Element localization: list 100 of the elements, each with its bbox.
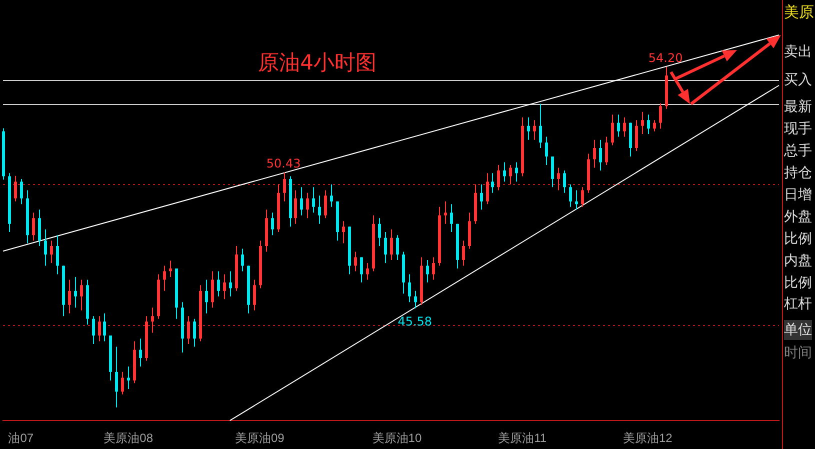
text: 杠杆 — [784, 296, 812, 312]
candlestick — [223, 274, 226, 300]
text: 买入 — [784, 72, 812, 88]
candlestick — [623, 116, 626, 138]
text: 单位 — [784, 320, 812, 340]
candlestick — [139, 338, 142, 367]
candlestick — [253, 279, 256, 311]
x-tick-label: 美原油08 — [104, 431, 154, 446]
x-tick-label: 美原油10 — [372, 431, 422, 446]
candlestick — [480, 184, 483, 210]
candlestick — [211, 270, 214, 308]
candlestick — [563, 170, 566, 194]
candlestick — [271, 212, 274, 236]
candlestick — [163, 265, 166, 292]
candlestick — [396, 234, 399, 260]
candlestick — [635, 120, 638, 152]
candlestick — [169, 260, 172, 278]
candlestick — [450, 204, 453, 233]
candlestick — [241, 248, 244, 272]
candlestick — [659, 102, 662, 130]
candlestick — [217, 270, 220, 297]
annotation: 50.43 — [266, 156, 301, 171]
candlestick — [312, 186, 315, 214]
candlestick — [503, 162, 506, 182]
candlestick — [20, 178, 23, 205]
candlestick — [121, 371, 124, 395]
candlestick — [432, 256, 435, 280]
text: 比例 — [784, 231, 812, 247]
candlestick — [318, 195, 321, 224]
candlestick — [98, 316, 101, 342]
candlestick — [342, 220, 345, 244]
candlestick — [378, 218, 381, 247]
text: 持仓 — [784, 165, 812, 181]
candlestick — [575, 190, 578, 210]
candlestick — [515, 162, 518, 182]
candlestick — [390, 228, 393, 260]
text: 现手 — [784, 121, 812, 137]
candlestick — [74, 276, 77, 308]
candlestick — [294, 190, 297, 224]
candlestick — [509, 164, 512, 185]
candlestick — [462, 240, 465, 266]
candlestick — [641, 111, 644, 135]
candlestick — [486, 172, 489, 205]
candlestick — [497, 164, 500, 191]
text: 内盘 — [784, 253, 812, 269]
text: 美原 — [784, 3, 814, 21]
text: 日增 — [784, 187, 812, 203]
candlestick — [539, 103, 542, 148]
candlestick — [605, 136, 608, 166]
candlestick — [527, 116, 530, 140]
candlestick — [414, 290, 417, 309]
candlestick — [330, 184, 333, 208]
candlestick — [38, 209, 41, 247]
candlestick — [115, 346, 118, 408]
candlestick — [14, 175, 17, 202]
candlestick — [581, 186, 584, 208]
candlestick — [187, 316, 190, 345]
candlestick — [283, 172, 286, 202]
candlestick — [599, 139, 602, 171]
candlestick — [127, 366, 130, 390]
candlestick — [593, 139, 596, 168]
candlestick — [300, 186, 303, 216]
candlestick — [444, 200, 447, 224]
candlestick — [354, 251, 357, 272]
candlestick — [56, 234, 59, 275]
annotation: 45.58 — [398, 314, 432, 328]
candlestick — [533, 120, 536, 140]
candlestick — [92, 316, 95, 345]
candlestick — [32, 212, 35, 242]
candlestick — [205, 279, 208, 314]
candlestick — [647, 114, 650, 135]
text: 总手 — [784, 143, 812, 159]
annotation: 54.20 — [648, 51, 683, 66]
x-tick-label: 美原油09 — [234, 431, 285, 446]
candlestick — [551, 156, 554, 188]
candlestick — [103, 312, 106, 342]
candlestick — [366, 262, 369, 280]
candlestick — [557, 167, 560, 191]
candlestick — [491, 172, 494, 194]
text: 最新 — [784, 99, 812, 115]
x-tick-label: 美原油11 — [498, 431, 547, 446]
candlestick — [360, 256, 363, 283]
text: 卖出 — [784, 44, 812, 60]
candlestick — [151, 307, 154, 334]
candlestick — [229, 270, 232, 297]
candlestick — [50, 240, 53, 264]
candlestick — [426, 259, 429, 283]
candlestick — [80, 279, 83, 311]
x-tick-label: 油07 — [8, 431, 34, 446]
candlestick — [617, 114, 620, 138]
text: 外盘 — [784, 209, 812, 225]
candlestick — [193, 318, 196, 348]
candlestick — [324, 190, 327, 219]
x-tick-label: 美原油12 — [622, 431, 673, 446]
chart-title: 原油4小时图 — [258, 50, 376, 74]
candlestick — [306, 192, 309, 219]
text: 时间 — [784, 345, 812, 361]
candlestick — [653, 120, 656, 132]
text: 比例 — [784, 275, 812, 291]
candlestick — [68, 279, 71, 314]
